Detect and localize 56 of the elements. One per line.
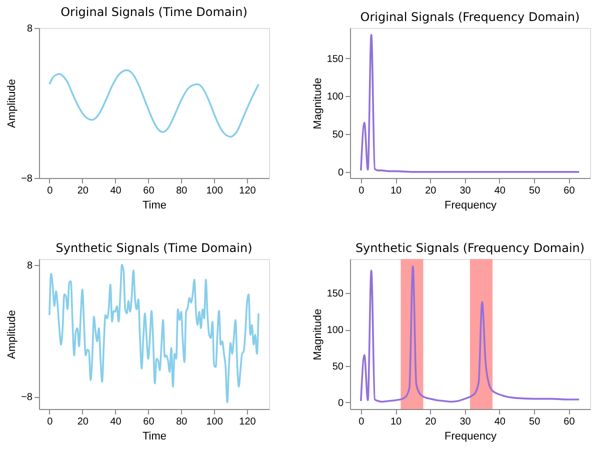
y-tick-label: −8 xyxy=(21,392,33,404)
x-tick-label: 0 xyxy=(47,416,54,428)
y-tick-label: 8 xyxy=(26,260,33,272)
x-tick-label: 20 xyxy=(425,416,437,428)
y-axis-title: Magnitude xyxy=(312,308,324,360)
x-tick-label: 40 xyxy=(494,186,506,196)
y-tick-label: 100 xyxy=(326,92,344,103)
x-tick-label: 20 xyxy=(77,186,89,196)
x-tick-label: 100 xyxy=(206,186,224,196)
y-tick-label: 8 xyxy=(26,24,33,34)
line-series xyxy=(48,69,260,138)
y-tick-label: −8 xyxy=(21,174,33,184)
x-tick-label: 10 xyxy=(390,416,402,428)
y-tick-label: 0 xyxy=(338,167,344,178)
x-tick-label: 50 xyxy=(529,416,541,428)
x-tick-label: 10 xyxy=(390,186,402,196)
x-tick-label: 80 xyxy=(176,416,188,428)
y-axis-title: Amplitude xyxy=(6,79,18,128)
y-tick-label: 50 xyxy=(332,130,344,141)
chart-title: Synthetic Signals (Frequency Domain) xyxy=(355,241,585,255)
x-tick-label: 20 xyxy=(425,186,437,196)
chart-title: Original Signals (Time Domain) xyxy=(60,5,248,19)
y-tick-label: 150 xyxy=(326,288,344,300)
y-tick-label: 100 xyxy=(326,325,344,336)
chart-title: Original Signals (Frequency Domain) xyxy=(360,10,580,24)
x-tick-label: 50 xyxy=(529,186,541,196)
x-tick-label: 40 xyxy=(110,416,122,428)
x-tick-label: 0 xyxy=(47,186,54,196)
x-tick-label: 100 xyxy=(206,416,224,428)
x-tick-label: 20 xyxy=(77,416,89,428)
line-series xyxy=(360,34,580,173)
x-axis-title: Time xyxy=(142,200,167,212)
line-series xyxy=(360,265,580,403)
x-tick-label: 0 xyxy=(358,186,365,196)
x-axis-title: Frequency xyxy=(444,200,497,212)
chart-title: Synthetic Signals (Time Domain) xyxy=(56,241,252,255)
x-tick-label: 40 xyxy=(494,416,506,428)
x-tick-label: 60 xyxy=(143,186,155,196)
y-tick-label: 150 xyxy=(326,54,344,65)
x-axis-title: Time xyxy=(142,430,167,442)
x-tick-label: 0 xyxy=(358,416,365,428)
x-tick-label: 80 xyxy=(176,186,188,196)
x-tick-label: 60 xyxy=(143,416,155,428)
x-axis-title: Frequency xyxy=(444,430,497,442)
x-tick-label: 30 xyxy=(460,186,472,196)
x-tick-label: 30 xyxy=(460,416,472,428)
y-axis-title: Magnitude xyxy=(312,78,324,130)
x-tick-label: 40 xyxy=(110,186,122,196)
x-tick-label: 120 xyxy=(239,186,256,196)
x-tick-label: 120 xyxy=(239,416,256,428)
line-series xyxy=(48,264,260,404)
y-axis-title: Amplitude xyxy=(6,310,18,359)
y-tick-label: 50 xyxy=(332,362,344,373)
x-tick-label: 60 xyxy=(564,416,576,428)
x-tick-label: 60 xyxy=(564,186,576,196)
y-tick-label: 0 xyxy=(338,398,344,409)
